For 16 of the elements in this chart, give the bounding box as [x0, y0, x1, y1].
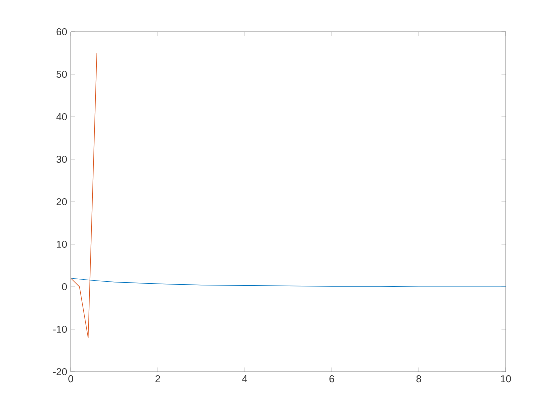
y-tick-label: 40: [56, 113, 68, 121]
x-tick-label: 10: [501, 376, 512, 383]
line-series: [71, 52, 98, 338]
x-tick-label: 4: [242, 376, 248, 382]
y-tick-label: 30: [56, 156, 68, 164]
x-tick-label: 8: [416, 376, 422, 383]
y-tick-label: 0: [62, 283, 68, 291]
y-tick-label: 10: [57, 240, 68, 248]
y-tick-label: 20: [56, 198, 68, 206]
y-tick-label: -20: [53, 368, 68, 376]
y-tick-label: 50: [56, 70, 68, 78]
x-tick-label: 6: [330, 376, 334, 383]
x-tick-label: 2: [156, 376, 160, 382]
y-tick-label: -10: [53, 326, 68, 334]
x-tick-label: 0: [68, 376, 74, 383]
y-tick-label: 60: [56, 28, 68, 36]
